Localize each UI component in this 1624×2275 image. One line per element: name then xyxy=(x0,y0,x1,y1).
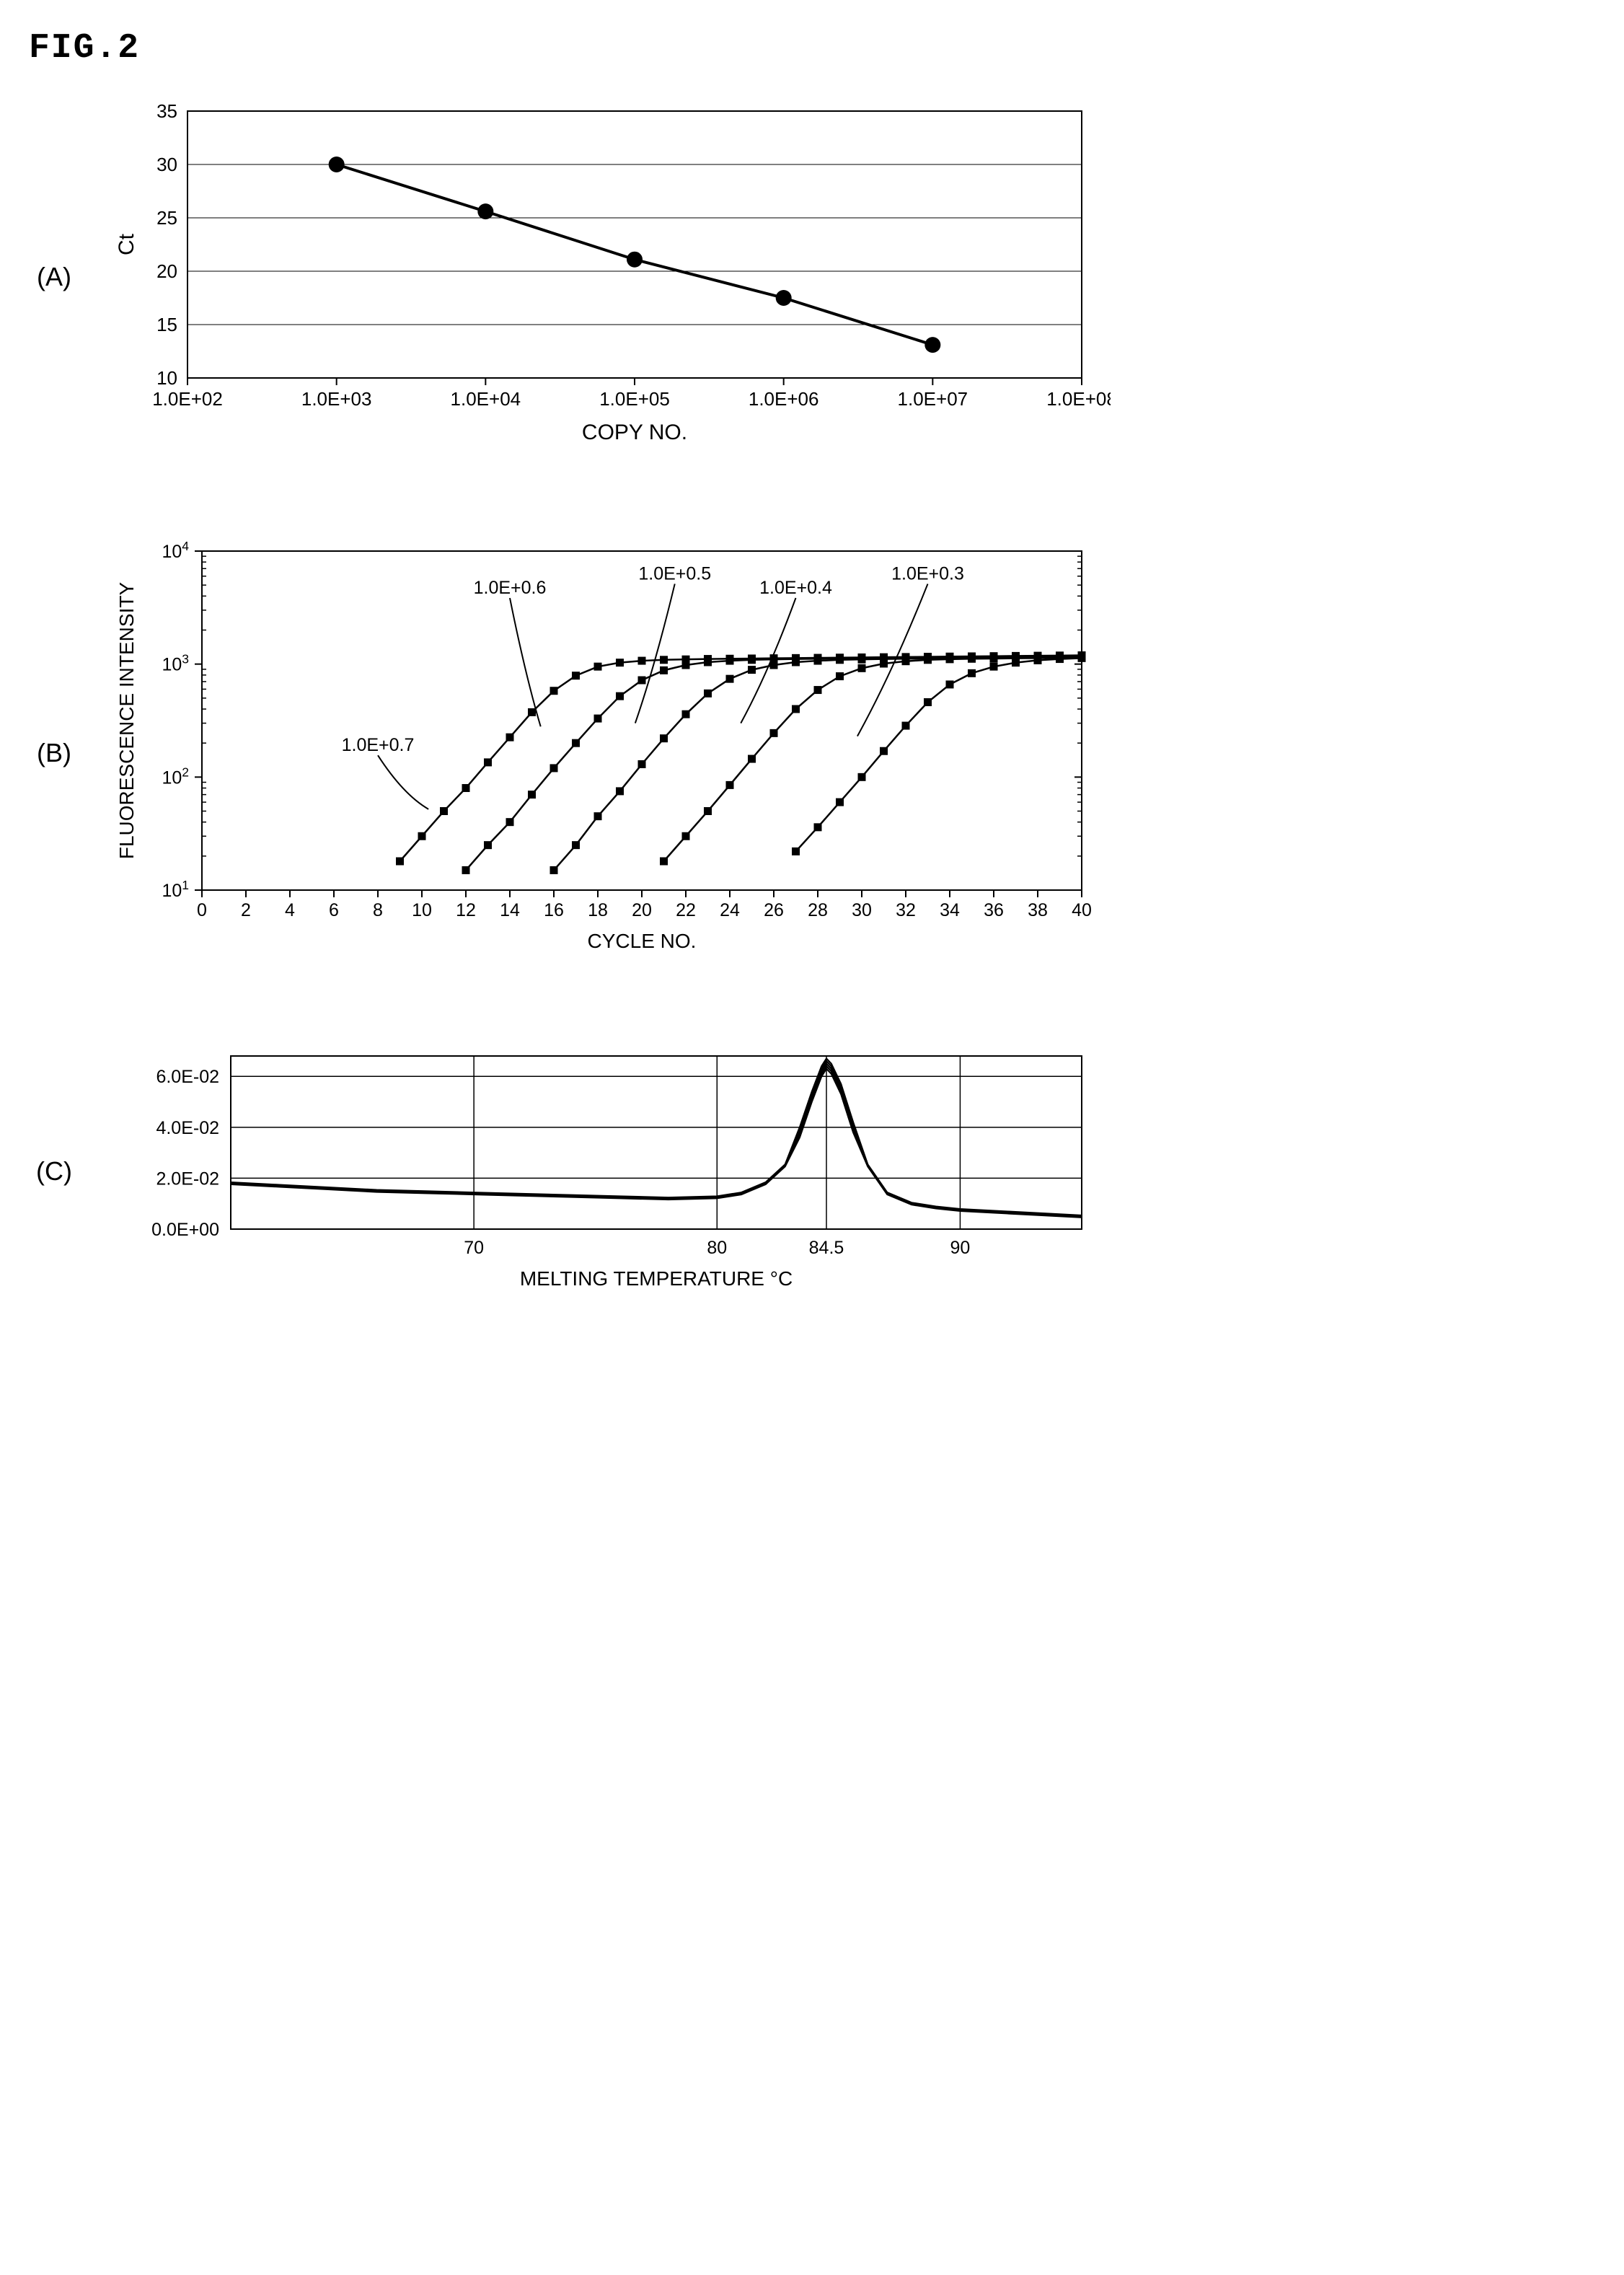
panel-c-label: (C) xyxy=(29,1156,79,1187)
svg-text:84.5: 84.5 xyxy=(809,1238,844,1258)
svg-text:30: 30 xyxy=(156,154,177,175)
svg-text:104: 104 xyxy=(162,539,189,562)
svg-text:1.0E+02: 1.0E+02 xyxy=(152,388,223,410)
svg-text:34: 34 xyxy=(940,900,960,920)
svg-text:15: 15 xyxy=(156,314,177,335)
svg-text:1.0E+0.5: 1.0E+0.5 xyxy=(638,563,711,584)
svg-text:12: 12 xyxy=(456,900,476,920)
panel-b-label: (B) xyxy=(29,738,79,768)
svg-text:1.0E+05: 1.0E+05 xyxy=(599,388,670,410)
svg-text:36: 36 xyxy=(984,900,1004,920)
svg-text:1.0E+03: 1.0E+03 xyxy=(301,388,372,410)
panel-a-chart: 10 15 20 25 30 35 1.0E+02 1.0E+03 1.0E+04 1.0E+05… xyxy=(101,89,1111,465)
svg-text:16: 16 xyxy=(544,900,564,920)
svg-text:2.0E-02: 2.0E-02 xyxy=(156,1169,219,1189)
svg-text:70: 70 xyxy=(464,1238,484,1258)
svg-text:20: 20 xyxy=(632,900,652,920)
svg-text:1.0E+07: 1.0E+07 xyxy=(898,388,968,410)
svg-text:80: 80 xyxy=(707,1238,727,1258)
svg-text:103: 103 xyxy=(162,652,189,675)
panel-b-wrap: (B) 101102103104024681012141618202224262… xyxy=(29,529,1595,977)
svg-text:4: 4 xyxy=(285,900,295,920)
svg-text:38: 38 xyxy=(1028,900,1048,920)
svg-text:1.0E+06: 1.0E+06 xyxy=(749,388,819,410)
figure-title: FIG.2 xyxy=(29,29,1595,68)
svg-text:26: 26 xyxy=(764,900,784,920)
svg-text:28: 28 xyxy=(808,900,828,920)
svg-text:18: 18 xyxy=(588,900,608,920)
svg-text:CYCLE NO.: CYCLE NO. xyxy=(588,930,697,952)
svg-text:22: 22 xyxy=(676,900,696,920)
svg-text:1.0E+08: 1.0E+08 xyxy=(1046,388,1111,410)
svg-text:0: 0 xyxy=(197,900,207,920)
svg-text:40: 40 xyxy=(1072,900,1092,920)
panel-a-label: (A) xyxy=(29,262,79,292)
svg-text:1.0E+0.7: 1.0E+0.7 xyxy=(342,735,415,755)
svg-text:14: 14 xyxy=(500,900,520,920)
svg-text:8: 8 xyxy=(373,900,383,920)
svg-text:6.0E-02: 6.0E-02 xyxy=(156,1067,219,1087)
svg-text:1.0E+0.4: 1.0E+0.4 xyxy=(759,578,832,598)
panel-c-wrap: (C) 70 80 90 84.5 0.0E+00 2.0E-02 4.0E-02 6.0E-… xyxy=(29,1042,1595,1301)
svg-text:101: 101 xyxy=(162,878,189,901)
svg-text:24: 24 xyxy=(720,900,740,920)
svg-text:6: 6 xyxy=(329,900,339,920)
svg-text:35: 35 xyxy=(156,100,177,122)
svg-text:25: 25 xyxy=(156,207,177,229)
svg-text:Ct: Ct xyxy=(115,233,138,255)
svg-text:FLUORESCENCE INTENSITY: FLUORESCENCE INTENSITY xyxy=(115,582,138,860)
svg-text:4.0E-02: 4.0E-02 xyxy=(156,1118,219,1138)
svg-text:30: 30 xyxy=(852,900,872,920)
svg-text:COPY NO.: COPY NO. xyxy=(582,421,687,444)
panel-b-chart: 1011021031040246810121416182022242628303… xyxy=(101,529,1111,977)
svg-text:10: 10 xyxy=(156,367,177,389)
svg-text:2: 2 xyxy=(241,900,251,920)
svg-text:MELTING TEMPERATURE °C: MELTING TEMPERATURE °C xyxy=(520,1267,793,1290)
svg-text:32: 32 xyxy=(896,900,916,920)
svg-text:1.0E+0.3: 1.0E+0.3 xyxy=(891,563,964,584)
svg-text:10: 10 xyxy=(412,900,432,920)
svg-text:1.0E+04: 1.0E+04 xyxy=(451,388,521,410)
svg-text:0.0E+00: 0.0E+00 xyxy=(151,1220,219,1240)
svg-text:90: 90 xyxy=(950,1238,971,1258)
svg-text:20: 20 xyxy=(156,260,177,282)
svg-text:102: 102 xyxy=(162,765,189,788)
panel-a-wrap: (A) 10 15 20 25 30 35 1.0E+02 1.0E+03 1.0E+04 1.0… xyxy=(29,89,1595,465)
svg-text:1.0E+0.6: 1.0E+0.6 xyxy=(474,578,547,598)
panel-c-chart: 70 80 90 84.5 0.0E+00 2.0E-02 4.0E-02 6.0E-02 ME… xyxy=(101,1042,1111,1301)
